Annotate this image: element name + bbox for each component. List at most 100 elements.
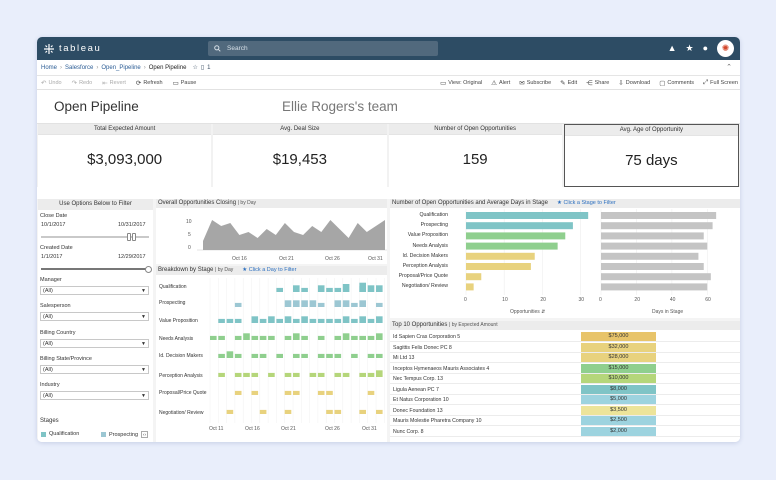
stage-day-bar[interactable] — [268, 372, 275, 377]
stage-day-bar[interactable] — [293, 318, 300, 323]
stage-label[interactable]: Proposal/Price Quote — [159, 390, 207, 396]
opportunities-bar[interactable] — [466, 283, 474, 291]
table-row[interactable]: Sagittis Felis Donec PC 8 $32,000 — [390, 342, 740, 353]
stage-day-bar[interactable] — [367, 390, 375, 395]
stage-bar-label[interactable]: Perception Analysis — [402, 263, 448, 269]
days-in-stage-bar[interactable] — [601, 242, 708, 250]
stage-day-bar[interactable] — [293, 372, 300, 377]
collapse-chevron-icon[interactable]: ⌃ — [726, 64, 732, 71]
stage-day-bar[interactable] — [317, 335, 325, 340]
stage-day-bar[interactable] — [367, 285, 375, 292]
avatar[interactable]: ✺ — [717, 40, 734, 57]
opportunities-bar[interactable] — [466, 232, 566, 240]
legend-scroll-icon[interactable]: ‹› — [141, 431, 149, 438]
favorite-star-outline-icon[interactable]: ☆ — [192, 65, 198, 71]
stage-label[interactable]: Needs Analysis — [159, 336, 194, 342]
search-input[interactable]: Search — [208, 41, 438, 56]
stage-day-bar[interactable] — [301, 287, 308, 292]
stage-bar-label[interactable]: Qualification — [419, 212, 448, 218]
stage-day-bar[interactable] — [301, 300, 308, 307]
stage-day-bar[interactable] — [334, 300, 342, 307]
stage-day-bar[interactable] — [359, 316, 366, 323]
stage-day-bar[interactable] — [251, 390, 259, 395]
sort-icon[interactable]: ⇵ — [541, 309, 546, 315]
stage-day-bar[interactable] — [326, 318, 333, 323]
stage-day-bar[interactable] — [342, 284, 350, 292]
stage-day-bar[interactable] — [317, 372, 325, 377]
opportunities-bar[interactable] — [466, 273, 482, 281]
stage-day-bar[interactable] — [317, 318, 325, 323]
stage-day-bar[interactable] — [351, 353, 358, 358]
stage-day-bar[interactable] — [284, 300, 292, 307]
stage-label[interactable]: Perception Analysis — [159, 373, 203, 379]
stage-day-bar[interactable] — [234, 335, 242, 340]
stage-day-bar[interactable] — [309, 318, 317, 323]
kpi-avg-deal-size[interactable]: Avg. Deal Size $19,453 — [213, 124, 387, 187]
days-in-stage-bar[interactable] — [601, 222, 713, 230]
slider-handle[interactable] — [132, 233, 136, 241]
stage-chart-hint[interactable]: ★ Click a Stage to Filter — [556, 200, 616, 206]
stage-day-bar[interactable] — [342, 333, 350, 340]
stage-day-bar[interactable] — [317, 285, 325, 292]
kpi-total-expected-amount[interactable]: Total Expected Amount $3,093,000 — [38, 124, 212, 187]
stage-day-bar[interactable] — [218, 372, 225, 377]
breadcrumb-workbook[interactable]: Open_Pipeline — [101, 64, 141, 71]
manager-dropdown[interactable]: (All) ▼ — [40, 286, 149, 295]
stage-day-bar[interactable] — [251, 335, 259, 340]
stage-day-bar[interactable] — [334, 409, 342, 414]
stage-day-bar[interactable] — [376, 353, 383, 358]
stage-day-bar[interactable] — [334, 318, 342, 323]
view-original-button[interactable]: ▭ View: Original — [440, 79, 482, 87]
days-in-stage-bar[interactable] — [601, 283, 708, 291]
revert-button[interactable]: ⇤ Revert — [102, 79, 126, 87]
days-in-stage-bar[interactable] — [601, 263, 704, 270]
stage-day-bar[interactable] — [226, 318, 234, 323]
kpi-open-opportunities[interactable]: Number of Open Opportunities 159 — [388, 124, 562, 187]
stage-bar-label[interactable]: Id. Decision Makers — [402, 252, 448, 259]
stage-day-bar[interactable] — [326, 390, 333, 395]
stage-day-bar[interactable] — [359, 300, 366, 307]
stage-day-bar[interactable] — [210, 335, 217, 340]
stage-day-bar[interactable] — [376, 370, 383, 377]
subscribe-button[interactable]: ✉ Subscribe — [519, 79, 551, 87]
stage-day-bar[interactable] — [293, 390, 300, 395]
stage-day-bar[interactable] — [317, 353, 325, 358]
days-in-stage-bar[interactable] — [601, 252, 699, 260]
table-row[interactable]: Nec Tempus Corp. 13 $10,000 — [390, 374, 740, 384]
stage-day-bar[interactable] — [284, 390, 292, 395]
stage-day-bar[interactable] — [367, 318, 375, 323]
stage-day-bar[interactable] — [334, 287, 342, 292]
stage-day-bar[interactable] — [268, 316, 275, 323]
days-in-stage-bar[interactable] — [601, 232, 704, 240]
stage-label[interactable]: Id. Decision Makers — [159, 353, 203, 359]
stage-day-bar[interactable] — [376, 285, 383, 292]
kpi-avg-age[interactable]: Avg. Age of Opportunity 75 days — [563, 124, 739, 187]
salesperson-dropdown[interactable]: (All) ▼ — [40, 312, 149, 321]
stage-day-bar[interactable] — [342, 300, 350, 307]
stage-bar-chart[interactable] — [390, 209, 740, 299]
stage-day-bar[interactable] — [342, 316, 350, 323]
stage-day-bar[interactable] — [367, 372, 375, 377]
breakdown-bar-chart[interactable] — [208, 278, 386, 423]
close-date-start[interactable]: 10/1/2017 — [41, 222, 66, 228]
table-row[interactable]: Mi Ltd 13 $28,000 — [390, 353, 740, 363]
close-date-slider[interactable] — [41, 233, 149, 241]
alert-button[interactable]: ⚠ Alert — [491, 79, 510, 87]
opportunities-bar[interactable] — [466, 263, 531, 270]
opportunities-bar[interactable] — [466, 212, 589, 219]
legend-item-prospecting[interactable]: Prospecting ‹› — [101, 431, 149, 438]
stage-day-bar[interactable] — [243, 333, 250, 340]
stage-day-bar[interactable] — [293, 285, 300, 292]
favorite-star-icon[interactable]: ★ — [685, 43, 694, 53]
stage-day-bar[interactable] — [359, 335, 366, 340]
stage-label[interactable]: Prospecting — [159, 300, 186, 306]
table-row[interactable]: Mauris Molestie Pharetra Company 10 $2,50… — [390, 416, 740, 426]
stage-day-bar[interactable] — [342, 372, 350, 377]
stage-day-bar[interactable] — [376, 302, 383, 307]
stage-day-bar[interactable] — [234, 372, 242, 377]
stage-day-bar[interactable] — [284, 372, 292, 377]
stage-day-bar[interactable] — [359, 286, 366, 292]
stage-day-bar[interactable] — [293, 353, 300, 358]
legend-item-qualification[interactable]: Qualification — [41, 431, 79, 437]
billing-state-dropdown[interactable]: (All) ▼ — [40, 365, 149, 374]
